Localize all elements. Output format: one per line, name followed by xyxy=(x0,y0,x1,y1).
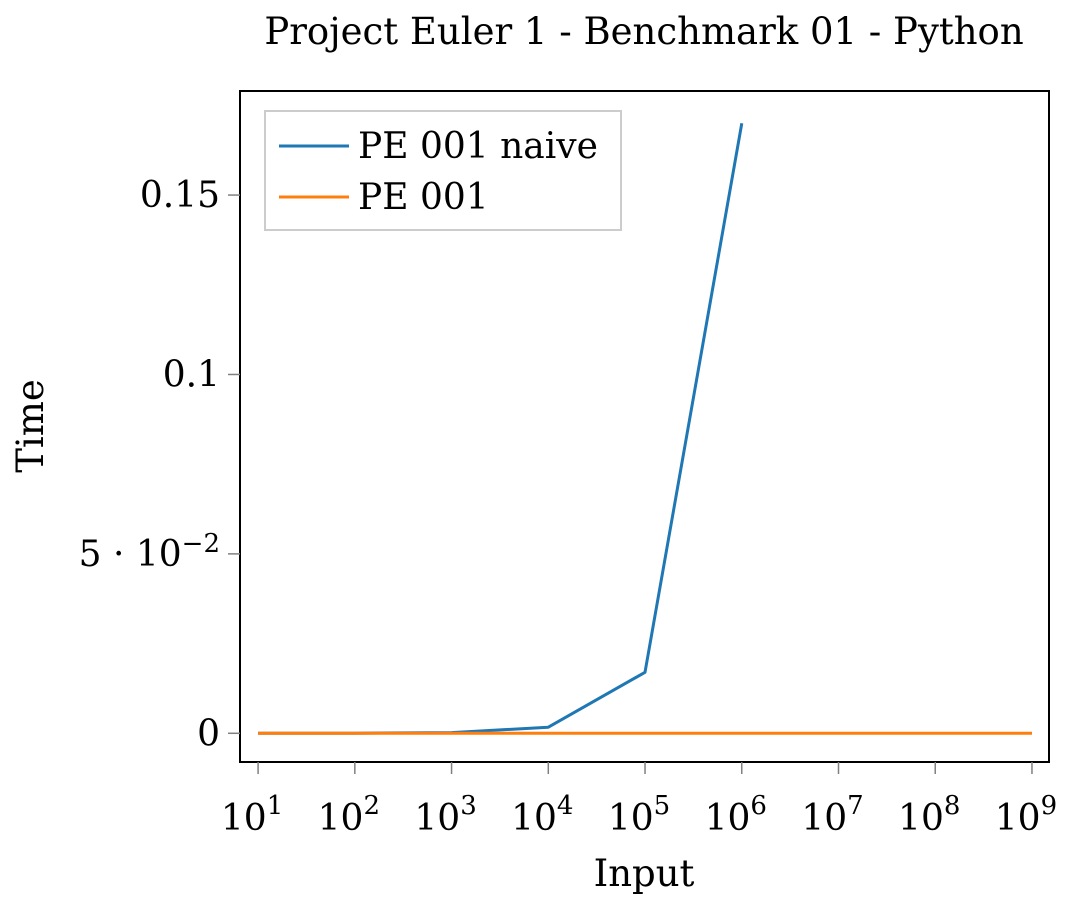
legend-label-1: PE 001 naive xyxy=(358,126,598,167)
x-tick-exponent: 1 xyxy=(267,791,284,821)
y-tick-label: 0.1 xyxy=(163,354,220,395)
x-tick-base: 10 xyxy=(511,798,557,839)
x-tick-base: 10 xyxy=(608,798,654,839)
x-tick-label: 102 xyxy=(318,791,380,839)
x-tick-exponent: 9 xyxy=(1041,791,1058,821)
x-tick-exponent: 5 xyxy=(654,791,671,821)
x-tick-base: 10 xyxy=(221,798,267,839)
x-axis-label: Input xyxy=(594,852,695,895)
x-tick-base: 10 xyxy=(705,798,751,839)
x-tick-base: 10 xyxy=(414,798,460,839)
y-axis-label: Time xyxy=(9,379,52,473)
x-tick-label: 109 xyxy=(995,791,1057,839)
y-tick-label: 5 · 10−2 xyxy=(79,529,220,575)
x-tick-base: 10 xyxy=(801,798,847,839)
x-tick-label: 104 xyxy=(511,791,573,839)
x-tick-label: 106 xyxy=(705,791,767,839)
series-layer xyxy=(258,123,1032,735)
x-axis: 101 102 103 104 105 106 107 108 109 xyxy=(221,762,1057,839)
x-tick-base: 10 xyxy=(995,798,1041,839)
x-tick-base: 10 xyxy=(898,798,944,839)
y-axis: 0 5 · 10−2 0.1 0.15 xyxy=(79,175,240,754)
chart-title: Project Euler 1 - Benchmark 01 - Python xyxy=(264,10,1023,53)
x-tick-exponent: 7 xyxy=(847,791,864,821)
x-tick-exponent: 6 xyxy=(750,791,767,821)
x-tick-base: 10 xyxy=(318,798,364,839)
x-tick-label: 101 xyxy=(221,791,283,839)
x-tick-label: 108 xyxy=(898,791,960,839)
y-tick-label: 0 xyxy=(197,713,220,754)
y-tick-label: 0.15 xyxy=(140,175,220,216)
y-tick-exponent: −2 xyxy=(182,529,220,559)
legend-label-2: PE 001 xyxy=(358,177,489,218)
legend: PE 001 naive PE 001 xyxy=(264,110,622,231)
x-tick-exponent: 4 xyxy=(557,791,574,821)
x-tick-label: 107 xyxy=(801,791,863,839)
x-tick-label: 103 xyxy=(414,791,476,839)
legend-box xyxy=(264,110,622,231)
x-tick-exponent: 8 xyxy=(944,791,961,821)
x-tick-exponent: 2 xyxy=(363,791,380,821)
x-tick-exponent: 3 xyxy=(460,791,477,821)
x-tick-label: 105 xyxy=(608,791,670,839)
